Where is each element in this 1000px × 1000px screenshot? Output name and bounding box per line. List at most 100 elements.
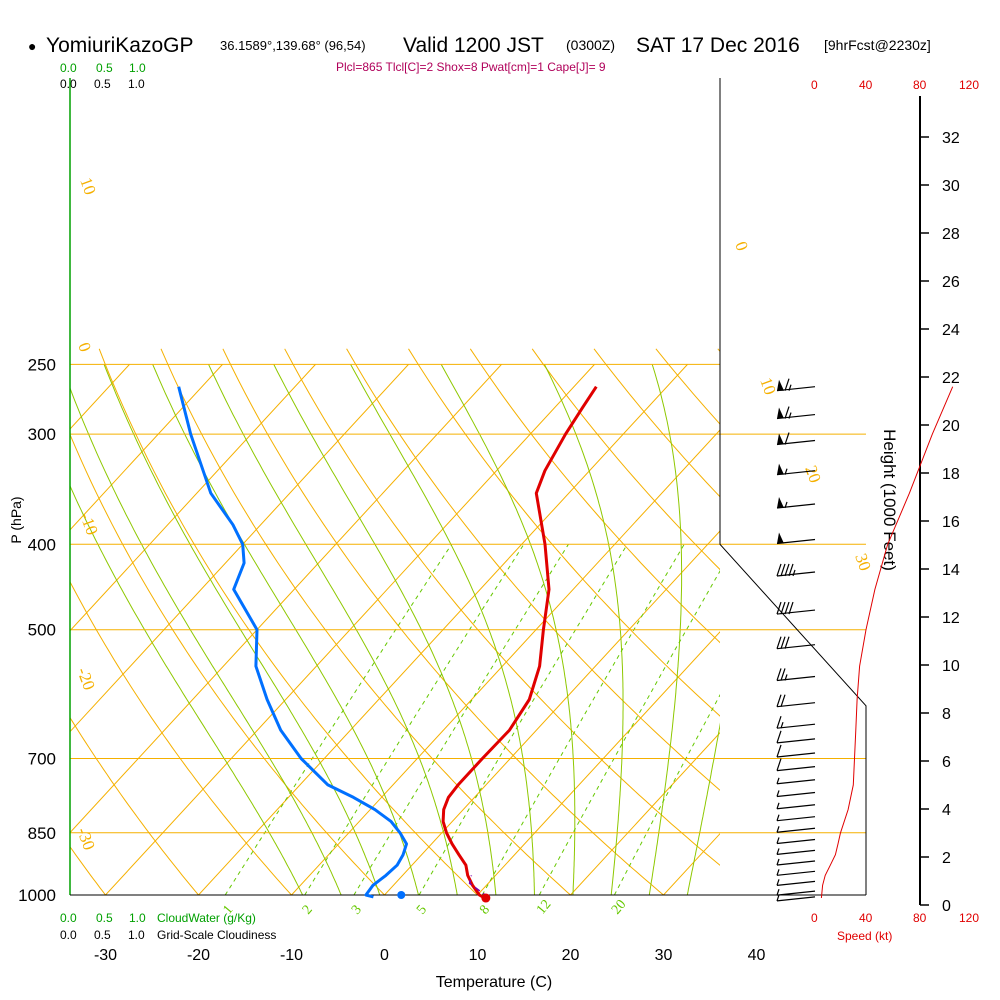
dewpoint-profile-line [177,386,408,899]
x-tick-label: 40 [748,947,766,964]
moist-adiabat-line [440,364,576,895]
height-tick-label: 6 [942,754,951,771]
y-tick-label: 250 [28,355,56,374]
top-speed-label: 0 [811,78,818,92]
plot-area [70,348,720,895]
x-tick-label: 0 [380,947,389,964]
header-utc: (0300Z) [566,37,615,53]
dry-adiabat-line [160,348,572,895]
x-tick-label: 20 [562,947,580,964]
header-date: SAT 17 Dec 2016 [636,34,800,57]
wind-barb [776,777,816,785]
wind-barb [776,694,816,708]
x-tick-label: -10 [280,947,303,964]
y-tick-label: 1000 [18,886,56,905]
height-tick-label: 18 [942,466,960,483]
dry-adiabat-line [70,716,200,895]
wind-barb [776,668,816,682]
isotherm-label: 30 [851,551,875,573]
temperature-profile-line [441,385,598,901]
wind-barb [776,869,816,876]
height-tick-label: 24 [942,322,960,339]
wind-barb [776,563,816,577]
wind-barb [776,463,816,476]
y-tick-label: 850 [28,824,56,843]
y-axis-title: P (hPa) [8,496,24,543]
dry-adiabat-line [70,433,386,895]
moist-adiabat-line [648,364,683,895]
top-green-label: 0.5 [96,61,113,75]
surface-dewpoint-marker [397,891,406,899]
dry-adiabat-line [346,348,720,791]
header-bullet: ● [28,38,36,54]
mixing-ratio-label: 2 [300,903,316,918]
mixing-ratio-line [224,544,453,895]
isotherm-label: 10 [756,375,780,397]
height-tick-label: 20 [942,418,960,435]
height-tick-label: 26 [942,274,960,291]
wind-speed-line [820,386,954,899]
dry-adiabat-line [222,348,665,895]
grid-layer [69,78,867,896]
wind-barb [776,790,816,798]
dry-adiabat-line [408,348,720,717]
isotherm-label: 10 [76,175,100,197]
top-speed-label: 120 [959,78,979,92]
height-tick-label: 8 [942,706,951,723]
tick-layer: -30 -20 -10 0 10 20 30 402503004005007008501000… [18,96,960,964]
top-green-label: 1.0 [129,61,146,75]
mixing-ratio-line [481,544,685,895]
height-tick-label: 2 [942,850,951,867]
isotherm-line [477,631,720,895]
moist-adiabat-line [152,364,420,895]
wind-barb [776,601,816,615]
y-tick-label: 400 [28,535,56,554]
top-green-label: 0.0 [60,61,77,75]
moist-adiabat-line [103,364,381,895]
wind-layer [776,378,954,902]
x-axis-title: Temperature (C) [436,974,552,991]
dry-adiabat-line [70,845,107,895]
isotherm-line [70,364,223,531]
x-tick-label: 30 [655,947,673,964]
bottom-speed-label: 0 [811,911,818,925]
height-tick-label: 30 [942,178,960,195]
moist-adiabat-line [543,364,624,895]
bottom-black-label: 0.5 [94,928,111,942]
y-tick-label: 500 [28,621,56,640]
top-speed-label: 40 [859,78,873,92]
dry-adiabat-line [531,348,720,571]
y-tick-label: 300 [28,425,56,444]
wind-barb [776,744,816,758]
mixing-ratio-label: 5 [414,903,430,918]
moist-adiabat-line [350,364,535,895]
bottom-black-label: 1.0 [128,928,145,942]
height-tick-label: 22 [942,370,960,387]
top-speed-label: 80 [913,78,927,92]
wind-barb [776,532,816,545]
bottom-green-label: 0.5 [96,911,113,925]
wind-barb [776,837,816,845]
series-layer [177,385,598,903]
parcel-line [468,875,489,898]
height-tick-label: 12 [942,610,960,627]
top-black-label: 1.0 [128,77,145,91]
bottom-scales: 0.0 0.5 1.0 CloudWater (g/Kg) 0.0 0.5 1.… [60,911,979,943]
surface-temperature-marker [481,893,491,903]
top-black-label: 0.5 [94,77,111,91]
y-tick-label: 700 [28,749,56,768]
height-tick-label: 4 [942,802,951,819]
moist-adiabat-line [273,364,497,895]
wind-barb [776,858,816,866]
height-tick-label: 28 [942,226,960,243]
mixing-ratio-line [353,544,569,895]
wind-barb [776,814,816,822]
bottom-green-label: 1.0 [129,911,146,925]
isotherm-label: -20 [73,665,99,693]
wind-barb [776,378,816,392]
wind-barb [776,715,816,729]
wind-barb [776,496,816,509]
x-tick-label: -20 [187,947,210,964]
